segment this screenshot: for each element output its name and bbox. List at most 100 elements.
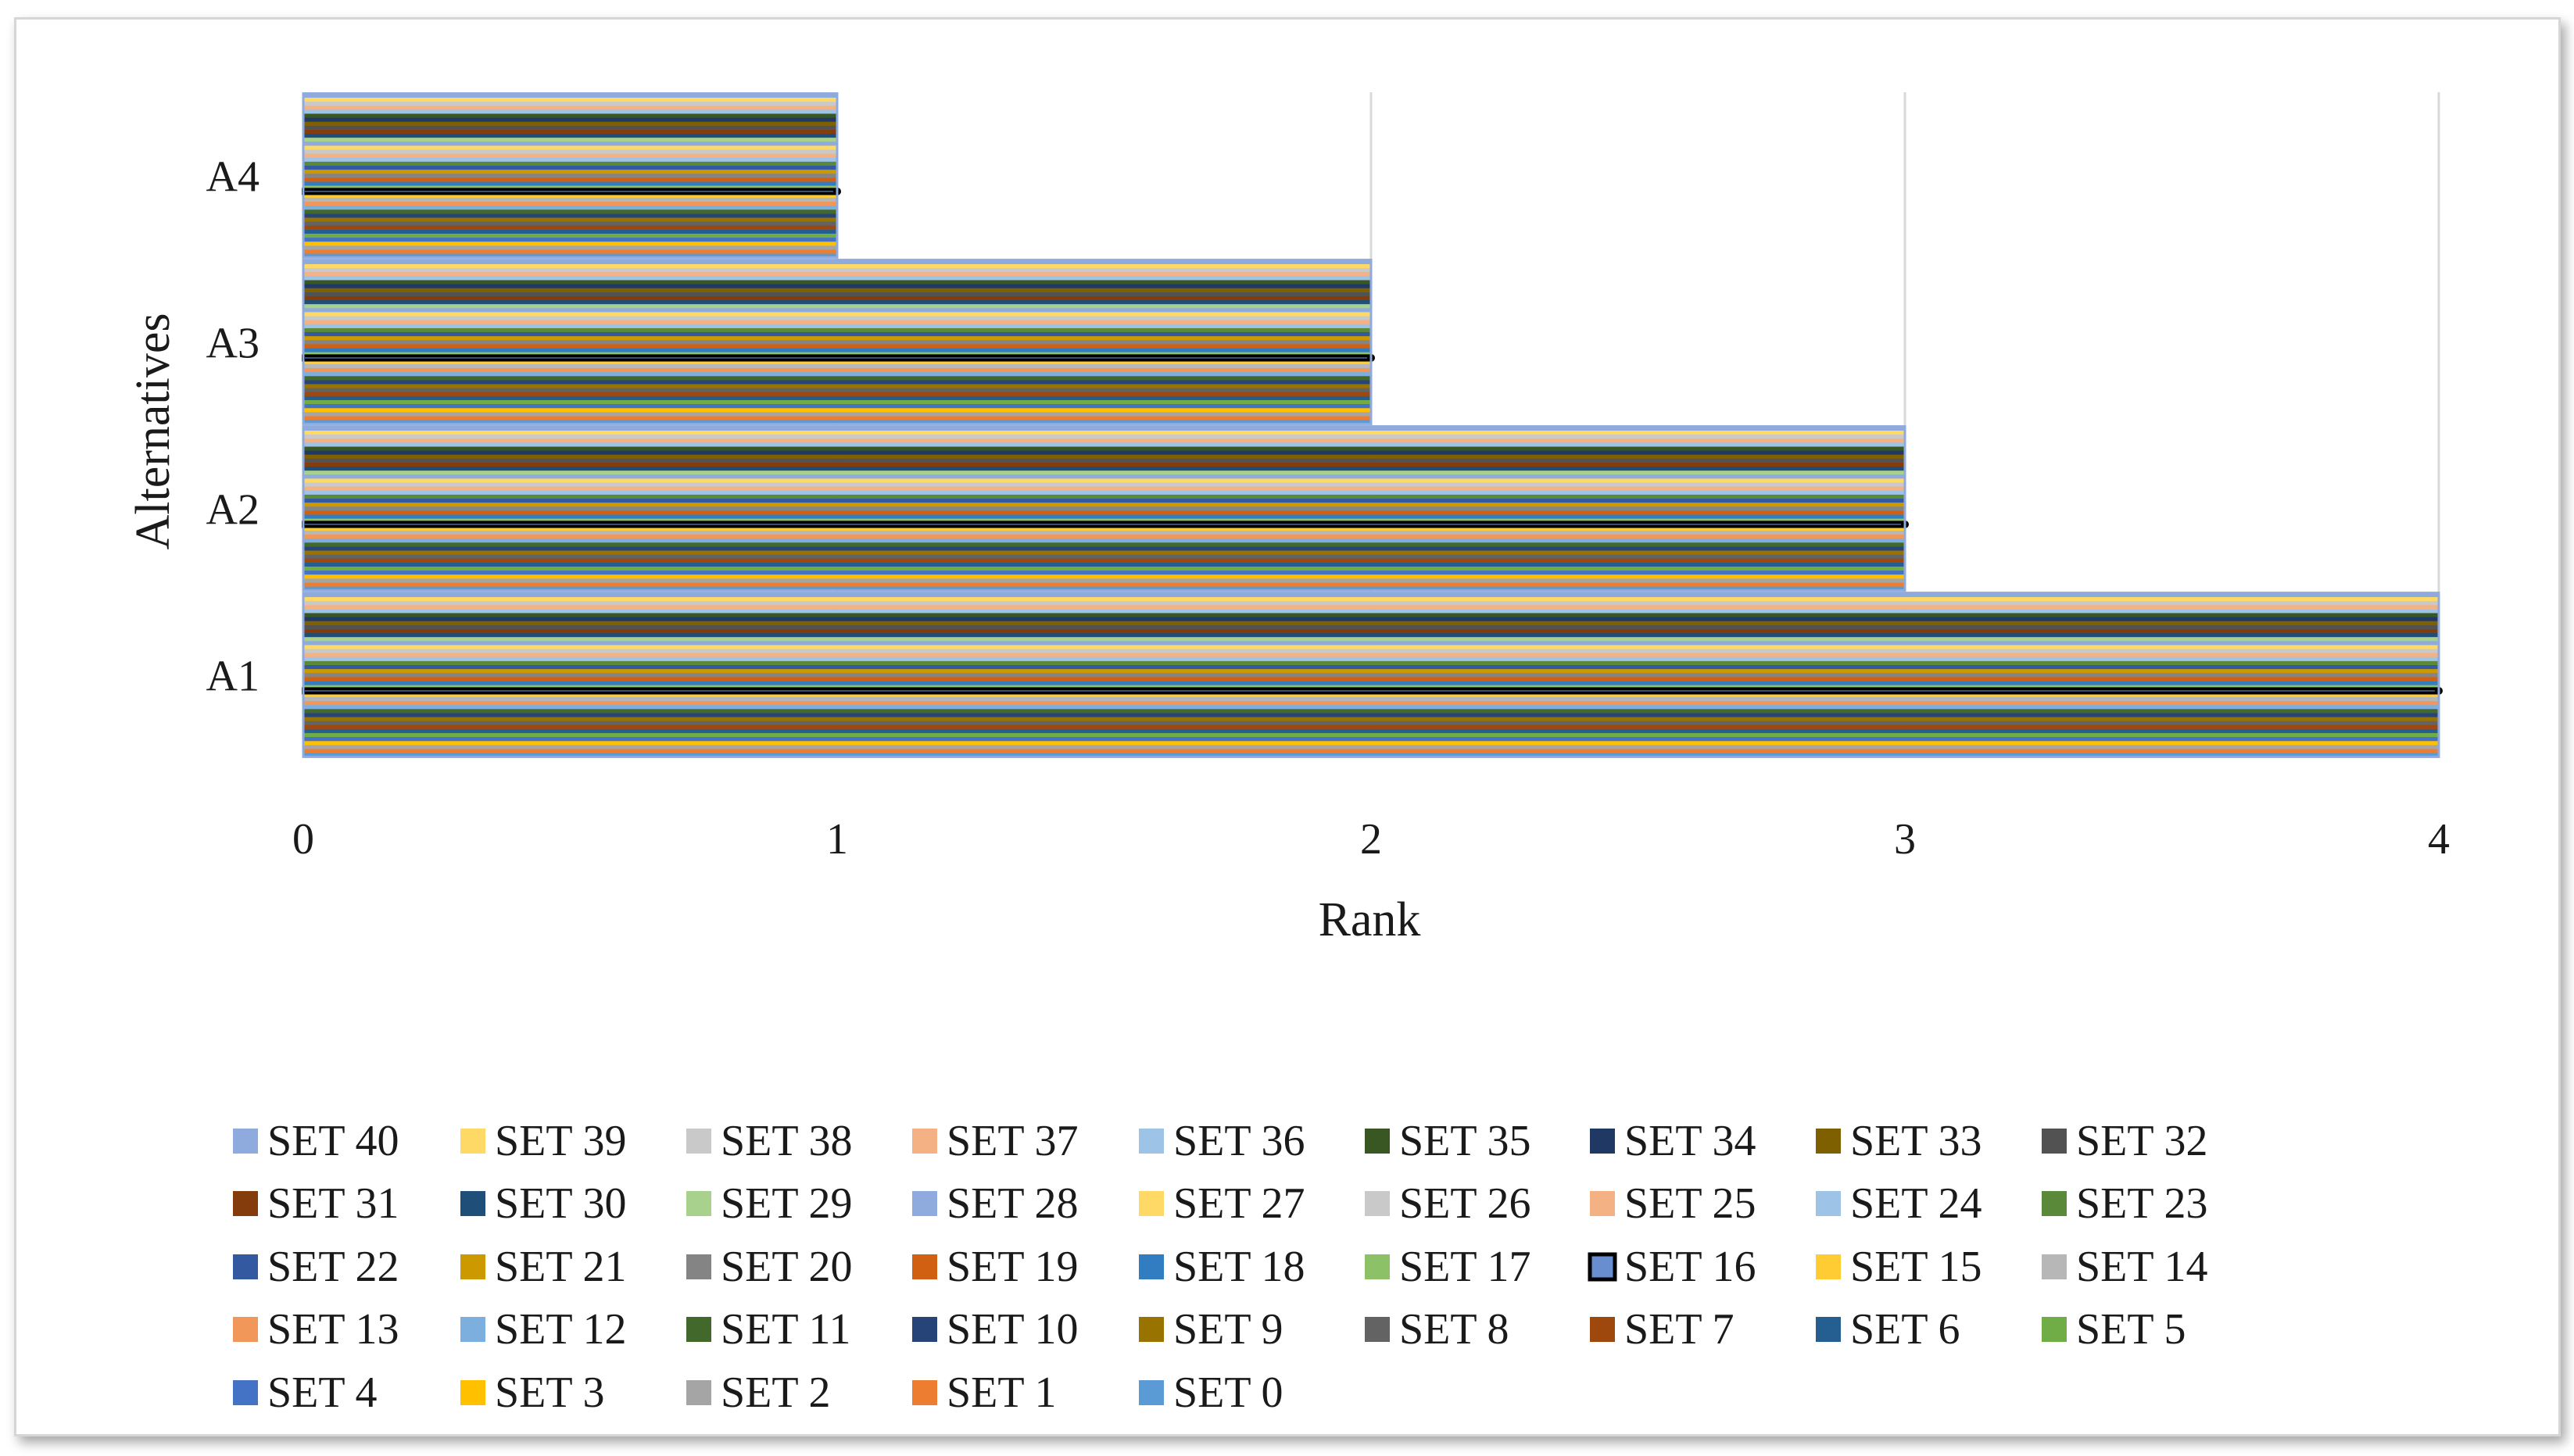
legend-label: SET 21 (495, 1243, 627, 1291)
x-tick-label: 4 (2428, 815, 2450, 864)
legend-swatch (2042, 1191, 2067, 1216)
bar-segment (303, 458, 1905, 463)
bar-segment (303, 292, 1371, 296)
legend-swatch (1139, 1191, 1164, 1216)
legend-swatch (686, 1191, 711, 1216)
bar-segment (303, 700, 2439, 706)
legend-label: SET 35 (1399, 1117, 1531, 1165)
bar-segment (303, 113, 837, 118)
legend-swatch (1365, 1129, 1390, 1154)
bar-segment (303, 514, 1905, 519)
legend-swatch (1139, 1129, 1164, 1154)
legend-label: SET 28 (947, 1179, 1079, 1228)
bar-segment (303, 510, 1905, 515)
bar-segment (303, 653, 2439, 657)
bar-segment (303, 371, 1371, 377)
bar-segment (303, 360, 1371, 364)
bar-segment (303, 570, 1905, 575)
bar-segment (303, 149, 837, 154)
legend-label: SET 33 (1850, 1117, 1982, 1165)
bar-segment (303, 101, 837, 106)
bar-segment (303, 649, 2439, 653)
legend-swatch (460, 1254, 485, 1279)
bar-segment (303, 117, 837, 122)
legend-label: SET 27 (1173, 1179, 1305, 1228)
bar-segment (303, 717, 2439, 721)
bar-segment (303, 434, 1905, 439)
legend-swatch (1590, 1129, 1615, 1154)
bar-segment (303, 578, 1905, 583)
legend-label: SET 15 (1850, 1243, 1982, 1291)
bar-segment (303, 490, 1905, 495)
bar-segment (303, 339, 1371, 345)
bar-segment (303, 736, 2439, 742)
bar-segment (303, 450, 1905, 455)
legend-swatch (2042, 1317, 2067, 1342)
bar-segment (303, 284, 1371, 288)
bar-segment (303, 229, 837, 234)
bar-segment (303, 420, 1371, 424)
y-tick-label: A3 (206, 320, 260, 368)
x-tick-label: 1 (826, 815, 848, 864)
axes: Rank Alternatives (127, 313, 1420, 946)
bar-segment (303, 403, 1371, 409)
bar-segment (303, 534, 1905, 539)
bar-segment (303, 478, 1905, 483)
bar-segment (303, 209, 837, 214)
bar-segment (303, 641, 2439, 646)
bar-segment (303, 412, 1371, 417)
bar-segment (303, 542, 1905, 547)
bar-segment (303, 617, 2439, 621)
bar-outline (302, 425, 1906, 592)
bar-segment (303, 692, 2439, 697)
legend-swatch (1365, 1254, 1390, 1279)
bar-segment (303, 677, 2439, 681)
legend-swatch (686, 1129, 711, 1154)
bar-segment (303, 506, 1905, 511)
bar-segment (303, 689, 2439, 693)
legend-swatch (233, 1317, 258, 1342)
legend-swatch (233, 1380, 258, 1405)
bar-segment (303, 259, 1371, 265)
bar-segment (303, 97, 837, 102)
legend-swatch (912, 1317, 937, 1342)
bar-segment (303, 93, 837, 98)
legend-swatch (2042, 1129, 2067, 1154)
bar-segment (303, 550, 1905, 555)
bars (302, 92, 2443, 758)
bar-segment (303, 165, 837, 170)
gridlines: 0 1 2 3 4 A1 A2 A3 A4 (206, 92, 2450, 864)
legend-label: SET 36 (1173, 1117, 1305, 1165)
y-axis-title: Alternatives (127, 313, 180, 549)
bar-segment (303, 395, 1371, 400)
bar-segment (303, 133, 837, 138)
bar-segment (303, 494, 1905, 499)
bar-segment (303, 213, 837, 218)
legend-label: SET 14 (2076, 1243, 2208, 1291)
bar-segment (303, 335, 1371, 341)
bar-segment (303, 276, 1371, 281)
legend-label: SET 9 (1173, 1305, 1283, 1354)
legend-label: SET 20 (721, 1243, 853, 1291)
bar-segment (303, 624, 2439, 629)
bar-segment (303, 604, 2439, 610)
bar-segment (303, 121, 837, 126)
legend-swatch (686, 1254, 711, 1279)
bar-segment (303, 526, 1905, 531)
legend-label: SET 2 (721, 1368, 831, 1417)
y-tick-label: A4 (206, 153, 260, 202)
legend-swatch (686, 1380, 711, 1405)
bar-segment (303, 157, 837, 162)
bar-segment (303, 375, 1371, 381)
legend-swatch (912, 1191, 937, 1216)
bar-segment (303, 728, 2439, 733)
legend-swatch (912, 1129, 937, 1154)
legend-swatch (1816, 1129, 1841, 1154)
bar-segment (303, 181, 837, 186)
bar-outline (302, 592, 2440, 758)
bar-segment (303, 137, 837, 142)
bar-segment (303, 546, 1905, 551)
bar-segment (303, 664, 2439, 670)
bar-segment (303, 426, 1905, 431)
y-tick-label: A1 (206, 653, 260, 701)
